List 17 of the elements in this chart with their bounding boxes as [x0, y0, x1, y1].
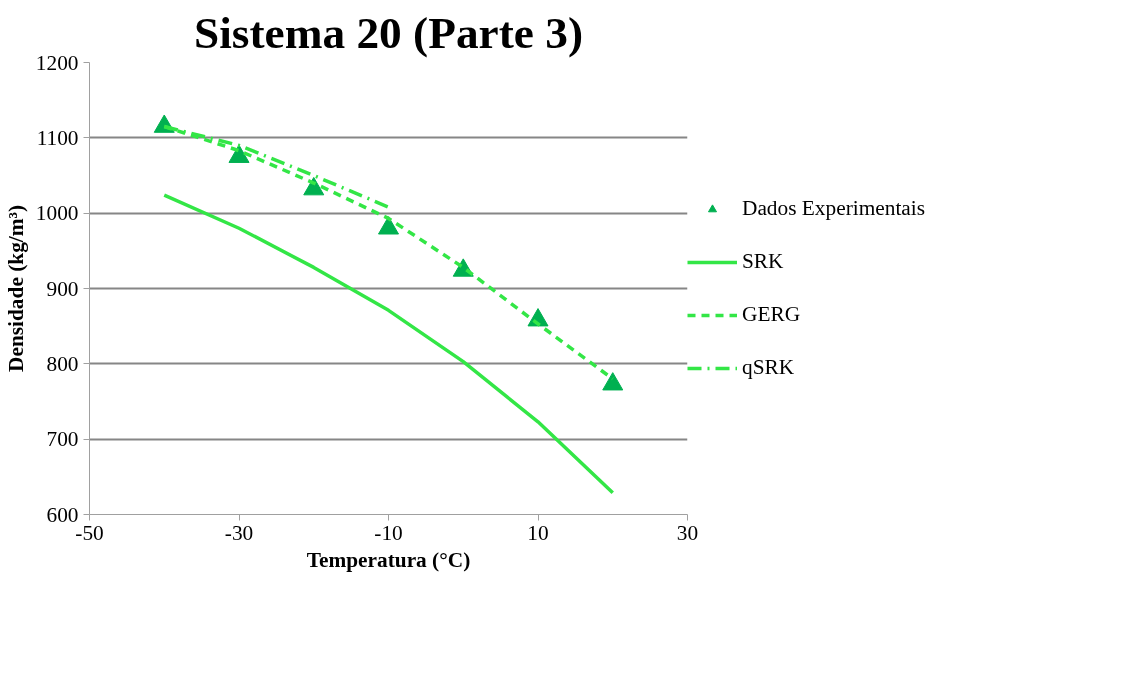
y-axis-title: Densidade (kg/m³)	[3, 205, 28, 372]
legend-label: GERG	[742, 302, 801, 327]
chart-title: Sistema 20 (Parte 3)	[194, 7, 583, 58]
legend-label: Dados Experimentais	[742, 196, 926, 221]
y-tick-label: 700	[46, 427, 79, 452]
y-tick-label: 1000	[35, 201, 79, 226]
y-tick-label: 1200	[35, 50, 79, 75]
legend-label: SRK	[742, 249, 784, 274]
y-tick-label: 800	[46, 351, 79, 376]
legend-label: qSRK	[742, 355, 795, 380]
y-tick-label: 900	[46, 276, 79, 301]
x-axis-title: Temperatura (°C)	[306, 547, 471, 572]
y-tick-label: 1100	[36, 125, 79, 150]
x-tick-label: 10	[527, 520, 549, 545]
x-tick-label: -30	[224, 520, 254, 545]
x-tick-label: -10	[374, 520, 403, 545]
x-tick-label: 30	[676, 520, 699, 545]
